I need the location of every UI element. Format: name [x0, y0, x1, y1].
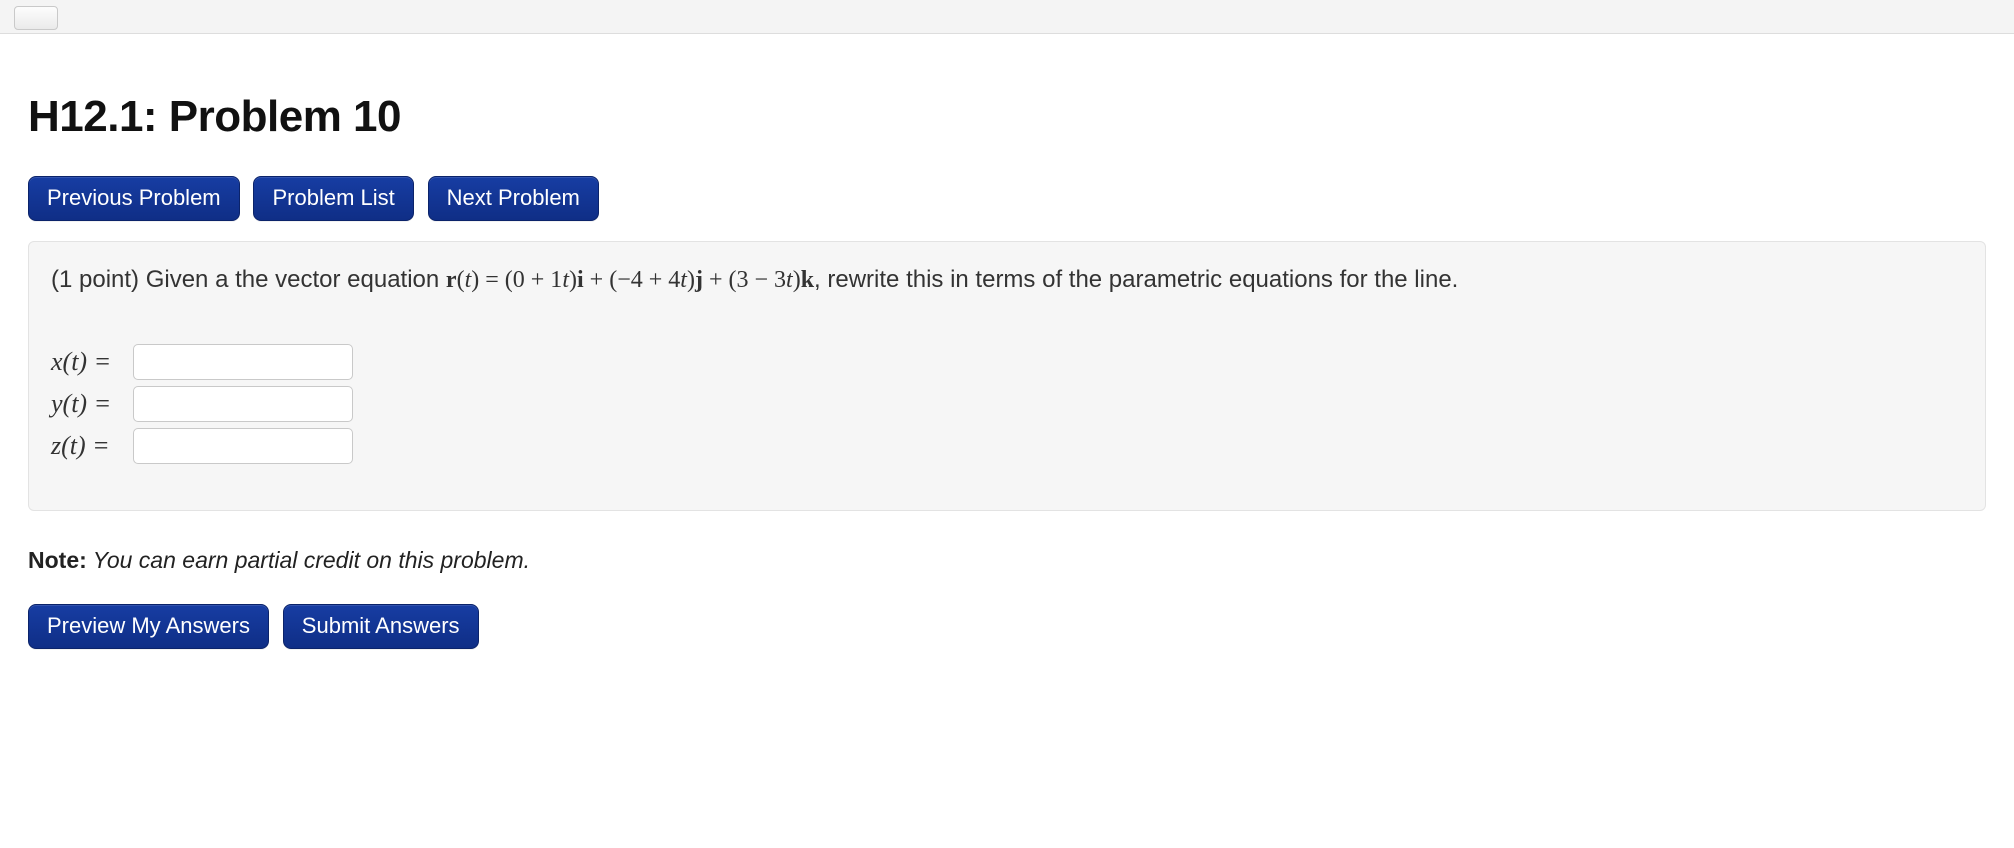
browser-toolbar: [0, 0, 2014, 34]
note-msg: You can earn partial credit on this prob…: [87, 547, 530, 573]
preview-answers-button[interactable]: Preview My Answers: [28, 604, 269, 649]
page-content: H12.1: Problem 10 Previous Problem Probl…: [0, 34, 2014, 689]
eq-lp: (: [457, 267, 465, 293]
y-input[interactable]: [133, 386, 353, 422]
page-title: H12.1: Problem 10: [28, 92, 1986, 142]
eq-term3a: (3 − 3: [728, 267, 786, 293]
answer-rows: x(t) = y(t) = z(t) =: [51, 344, 1963, 464]
x-row: x(t) =: [51, 344, 1963, 380]
eq-term3t: t: [786, 267, 793, 293]
eq-j: j: [695, 267, 703, 293]
problem-tail: , rewrite this in terms of the parametri…: [814, 266, 1458, 293]
eq-plus2: +: [703, 267, 729, 293]
eq-term1a: (0 + 1: [505, 267, 563, 293]
eq-plus1: +: [584, 267, 610, 293]
eq-term1b: ): [569, 267, 577, 293]
eq-r: r: [446, 267, 457, 293]
eq-eq: =: [479, 267, 505, 293]
eq-term2b: ): [687, 267, 695, 293]
toolbar-button[interactable]: [14, 6, 58, 30]
z-input[interactable]: [133, 428, 353, 464]
action-buttons: Preview My Answers Submit Answers: [28, 604, 1986, 649]
problem-box: (1 point) Given a the vector equation r(…: [28, 241, 1986, 511]
problem-text: (1 point) Given a the vector equation r(…: [51, 264, 1963, 296]
x-label: x(t) =: [51, 347, 133, 377]
z-label: z(t) =: [51, 431, 133, 461]
z-row: z(t) =: [51, 428, 1963, 464]
y-row: y(t) =: [51, 386, 1963, 422]
y-label: y(t) =: [51, 389, 133, 419]
note-label: Note:: [28, 547, 87, 573]
previous-problem-button[interactable]: Previous Problem: [28, 176, 240, 221]
eq-i: i: [577, 267, 584, 293]
eq-k: k: [801, 267, 814, 293]
submit-answers-button[interactable]: Submit Answers: [283, 604, 479, 649]
eq-term3b: ): [793, 267, 801, 293]
partial-credit-note: Note: You can earn partial credit on thi…: [28, 547, 1986, 574]
eq-term1t: t: [562, 267, 569, 293]
eq-term2t: t: [680, 267, 687, 293]
eq-term2a: (−4 + 4: [609, 267, 680, 293]
problem-list-button[interactable]: Problem List: [253, 176, 413, 221]
problem-nav: Previous Problem Problem List Next Probl…: [28, 176, 1986, 221]
problem-intro: (1 point) Given a the vector equation: [51, 266, 446, 293]
next-problem-button[interactable]: Next Problem: [428, 176, 599, 221]
x-input[interactable]: [133, 344, 353, 380]
